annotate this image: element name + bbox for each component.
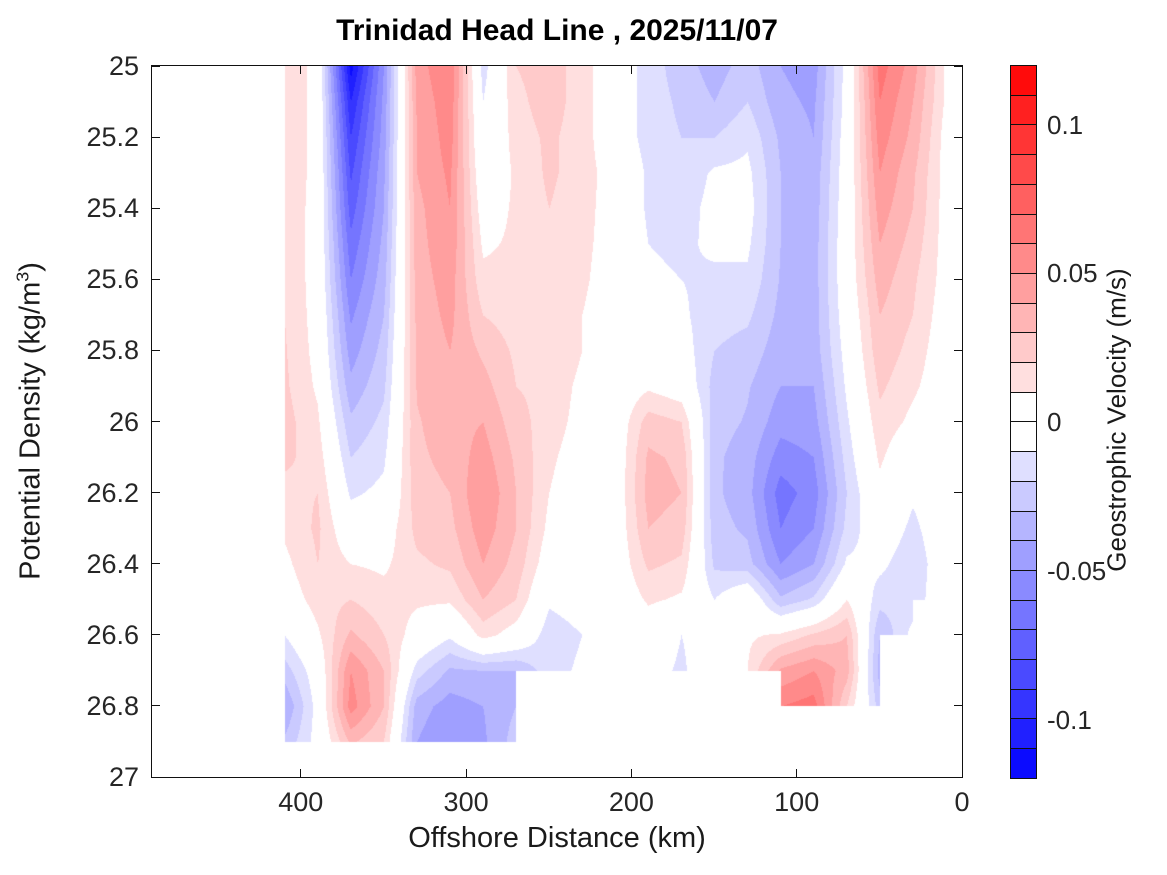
y-axis-tick-left [152, 207, 160, 209]
y-axis-tick-label: 25.6 [86, 264, 139, 295]
chart-title: Trinidad Head Line , 2025/11/07 [336, 14, 778, 47]
y-axis-tick-right [954, 65, 962, 67]
colorbar-segment [1011, 749, 1036, 778]
y-axis-tick-left [152, 705, 160, 707]
y-axis-tick-label: 26 [108, 406, 139, 437]
colorbar-segment [1011, 303, 1036, 334]
colorbar-segment [1011, 273, 1036, 304]
x-axis-tick-label: 200 [608, 787, 654, 817]
colorbar-segment [1011, 66, 1036, 96]
colorbar-segment [1011, 452, 1036, 482]
x-axis-tick-top [961, 66, 963, 74]
x-axis-tick-bottom [300, 769, 302, 777]
colorbar-segment [1011, 689, 1036, 720]
x-axis-tick-bottom [630, 769, 632, 777]
y-axis-tick-left [152, 563, 160, 565]
colorbar-segment [1011, 541, 1036, 571]
colorbar-segment [1011, 600, 1036, 631]
colorbar-tick-label: 0.1 [1047, 109, 1084, 140]
y-axis-tick-right [954, 776, 962, 778]
x-axis-tick-top [300, 66, 302, 74]
y-axis-tick-left [152, 776, 160, 778]
colorbar-segment [1011, 660, 1036, 690]
colorbar-segment [1011, 422, 1036, 453]
y-axis-tick-label: 25 [108, 51, 139, 81]
x-axis-tick-label: 100 [774, 787, 820, 817]
x-axis-tick-top [630, 66, 632, 74]
y-axis-tick-right [954, 349, 962, 351]
y-axis-tick-right [954, 207, 962, 209]
colorbar-tick-label: 0 [1047, 407, 1062, 437]
colorbar-segment [1011, 244, 1036, 274]
colorbar-segment [1011, 214, 1036, 245]
y-axis-tick-right [954, 563, 962, 565]
y-axis-tick-label: 25.8 [86, 335, 139, 366]
colorbar-tick-label: 0.05 [1047, 258, 1098, 289]
colorbar-tick-label: -0.05 [1047, 555, 1107, 586]
y-axis-tick-left [152, 634, 160, 636]
y-axis-tick-left [152, 65, 160, 67]
y-axis-tick-right [954, 278, 962, 280]
x-axis-tick-bottom [465, 769, 467, 777]
y-axis-tick-label: 25.2 [86, 122, 139, 153]
x-axis-label: Offshore Distance (km) [408, 822, 706, 854]
contour-canvas [152, 66, 962, 777]
y-axis-tick-right [954, 136, 962, 138]
colorbar-segment [1011, 630, 1036, 661]
x-axis-tick-label: 300 [443, 787, 489, 817]
y-axis-tick-label: 26.2 [86, 477, 139, 508]
y-axis-tick-label: 26.4 [86, 548, 139, 579]
y-axis-tick-left [152, 136, 160, 138]
colorbar-segment [1011, 95, 1036, 126]
colorbar [1010, 65, 1037, 779]
x-axis-tick-top [465, 66, 467, 74]
y-axis-tick-label: 25.4 [86, 193, 139, 224]
colorbar-segment [1011, 363, 1036, 393]
y-axis-tick-right [954, 705, 962, 707]
colorbar-segment [1011, 481, 1036, 512]
y-axis-tick-label: 26.6 [86, 619, 139, 650]
x-axis-tick-bottom [796, 769, 798, 777]
x-axis-tick-label: 400 [278, 787, 324, 817]
colorbar-segment [1011, 392, 1036, 423]
y-axis-tick-label: 27 [108, 762, 139, 792]
colorbar-segment [1011, 184, 1036, 215]
x-axis-tick-label: 0 [954, 787, 970, 817]
x-axis-tick-top [796, 66, 798, 74]
colorbar-segment [1011, 155, 1036, 185]
colorbar-segment [1011, 511, 1036, 542]
plot-area [151, 65, 963, 778]
y-axis-tick-right [954, 634, 962, 636]
colorbar-segment [1011, 719, 1036, 750]
colorbar-tick-label: -0.1 [1047, 704, 1092, 735]
y-axis-label-superscript: 3 [12, 271, 33, 282]
colorbar-segment [1011, 125, 1036, 156]
colorbar-segment [1011, 333, 1036, 364]
y-axis-tick-left [152, 421, 160, 422]
x-axis-tick-bottom [961, 769, 963, 777]
y-axis-tick-left [152, 492, 160, 494]
y-axis-tick-label: 26.8 [86, 690, 139, 721]
colorbar-segment [1011, 570, 1036, 601]
y-axis-tick-left [152, 349, 160, 351]
y-axis-tick-right [954, 421, 962, 422]
y-axis-tick-right [954, 492, 962, 494]
y-axis-tick-left [152, 278, 160, 280]
